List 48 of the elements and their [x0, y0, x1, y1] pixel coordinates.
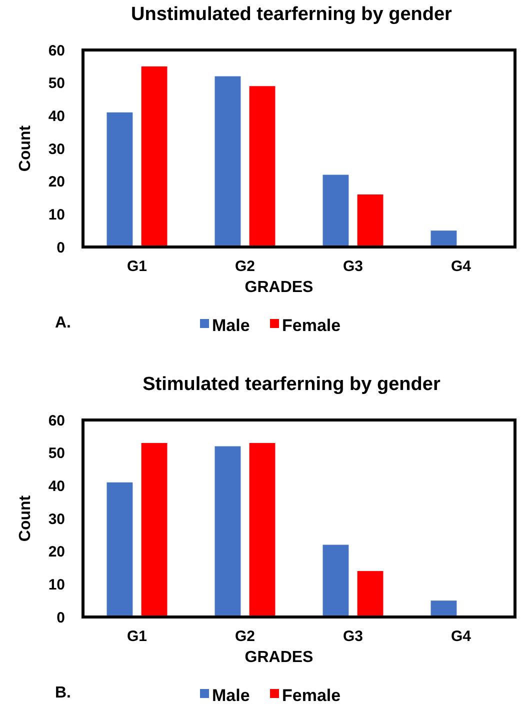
x-tick-label: G4	[450, 258, 472, 275]
y-tick-label: 30	[48, 140, 65, 158]
bar	[106, 112, 133, 247]
bar	[322, 174, 349, 247]
y-tick-label: 20	[48, 174, 65, 191]
y-tick-label: 30	[48, 510, 65, 528]
x-tick-label: G3	[342, 628, 364, 645]
bar	[141, 442, 168, 617]
bar	[430, 230, 457, 247]
text: A.	[55, 314, 71, 332]
y-tick-label: 40	[48, 108, 65, 125]
x-axis-title: GRADES	[244, 279, 314, 296]
chart-title: Stimulated tearferning by gender	[142, 374, 441, 395]
bar	[214, 76, 241, 247]
y-tick-label: 0	[56, 239, 65, 256]
y-tick-label: 20	[48, 544, 65, 561]
x-axis-title: GRADES	[244, 649, 314, 666]
chart-title: Unstimulated tearferning by gender	[131, 4, 453, 25]
x-tick-label: G4	[450, 628, 472, 645]
y-tick-label: 50	[48, 75, 65, 92]
y-tick-label: 10	[48, 576, 65, 594]
x-tick-label: G2	[234, 628, 256, 645]
y-tick-label: 60	[48, 42, 65, 60]
bar	[322, 544, 349, 617]
bar	[106, 482, 133, 617]
bar	[430, 600, 457, 617]
bar	[357, 571, 384, 617]
x-tick-label: G3	[342, 258, 364, 275]
y-tick-label: 10	[48, 206, 65, 224]
y-tick-label: 0	[56, 609, 65, 626]
y-tick-label: 50	[48, 445, 65, 462]
legend-label: Female	[282, 686, 341, 705]
y-axis-title: Count	[17, 494, 34, 542]
x-tick-label: G2	[234, 258, 256, 275]
bar	[249, 442, 276, 617]
y-tick-label: 60	[48, 412, 65, 430]
y-axis-title: Count	[17, 124, 34, 172]
bar	[214, 446, 241, 617]
x-tick-label: G1	[126, 628, 148, 645]
legend-label: Male	[212, 686, 250, 705]
y-tick-label: 40	[48, 478, 65, 495]
bar	[357, 194, 384, 247]
x-tick-label: G1	[126, 258, 148, 275]
legend-label: Male	[212, 316, 250, 335]
bar	[249, 86, 276, 247]
bar	[141, 66, 168, 247]
text: B.	[55, 684, 71, 702]
legend-label: Female	[282, 316, 341, 335]
